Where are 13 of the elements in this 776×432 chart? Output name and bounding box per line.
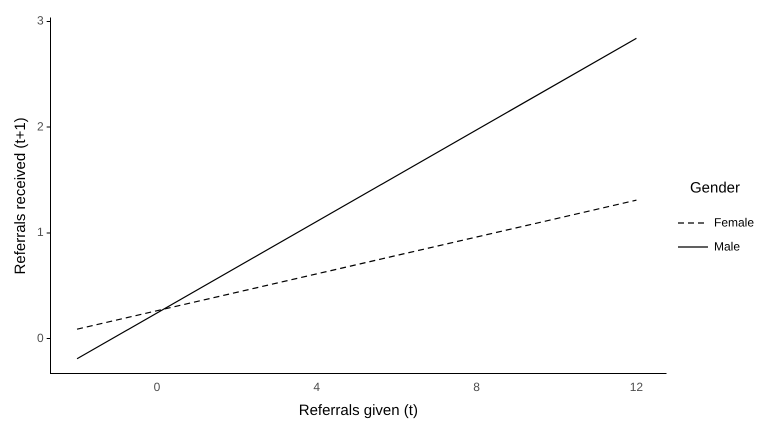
legend-title: Gender <box>690 180 740 197</box>
x-tick-label: 0 <box>154 380 161 394</box>
x-tick-label: 8 <box>473 380 480 394</box>
x-tick-label: 12 <box>630 380 644 394</box>
legend-label: Female <box>714 215 754 230</box>
y-tick-label: 0 <box>36 331 44 346</box>
legend-label: Male <box>714 239 740 254</box>
y-tick-label: 3 <box>36 14 44 28</box>
x-tick-label: 4 <box>313 380 320 394</box>
x-axis-title: Referrals given (t) <box>298 402 418 420</box>
y-tick-label: 1 <box>36 225 44 240</box>
y-tick-label: 2 <box>36 119 44 134</box>
y-axis-title: Referrals received (t+1) <box>12 117 30 274</box>
